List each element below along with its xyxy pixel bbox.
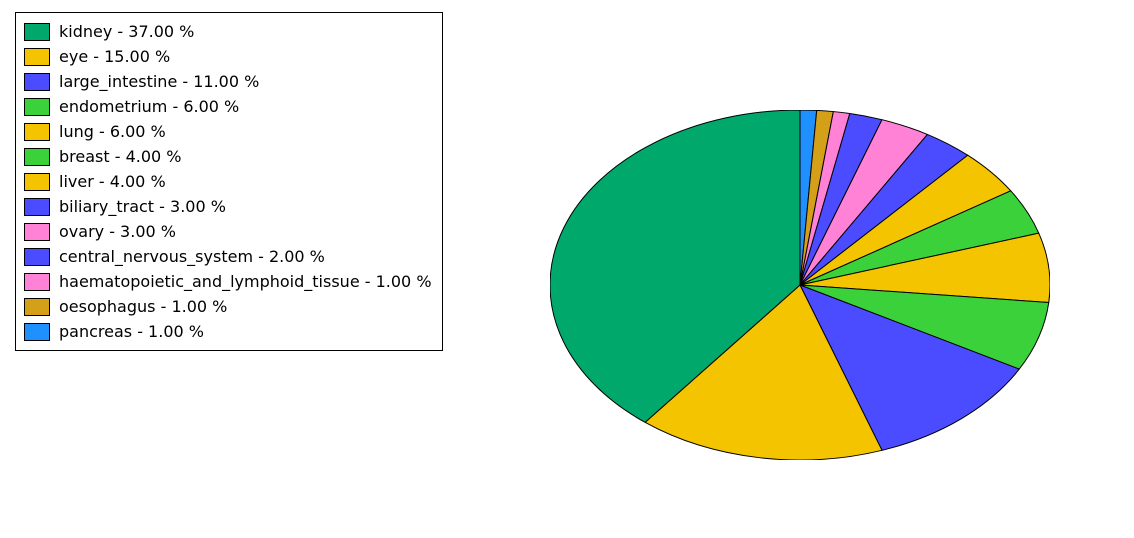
legend-label: large_intestine - 11.00 % [59, 72, 259, 91]
chart-stage: kidney - 37.00 % eye - 15.00 % large_intes… [0, 0, 1134, 538]
legend-label: haematopoietic_and_lymphoid_tissue - 1.0… [59, 272, 432, 291]
legend-label: breast - 4.00 % [59, 147, 182, 166]
legend-row: kidney - 37.00 % [24, 19, 432, 44]
legend-row: oesophagus - 1.00 % [24, 294, 432, 319]
legend-row: biliary_tract - 3.00 % [24, 194, 432, 219]
legend-row: liver - 4.00 % [24, 169, 432, 194]
pie-chart [550, 110, 1050, 460]
legend-label: ovary - 3.00 % [59, 222, 176, 241]
legend-swatch [24, 98, 50, 116]
legend-row: pancreas - 1.00 % [24, 319, 432, 344]
legend-row: haematopoietic_and_lymphoid_tissue - 1.0… [24, 269, 432, 294]
legend-label: biliary_tract - 3.00 % [59, 197, 226, 216]
legend-label: liver - 4.00 % [59, 172, 166, 191]
legend-label: kidney - 37.00 % [59, 22, 194, 41]
legend-swatch [24, 323, 50, 341]
legend-label: oesophagus - 1.00 % [59, 297, 227, 316]
legend-swatch [24, 23, 50, 41]
legend-swatch [24, 123, 50, 141]
legend-row: central_nervous_system - 2.00 % [24, 244, 432, 269]
legend-label: endometrium - 6.00 % [59, 97, 239, 116]
legend-swatch [24, 48, 50, 66]
legend-row: eye - 15.00 % [24, 44, 432, 69]
legend-box: kidney - 37.00 % eye - 15.00 % large_intes… [15, 12, 443, 351]
legend-label: central_nervous_system - 2.00 % [59, 247, 325, 266]
legend-row: large_intestine - 11.00 % [24, 69, 432, 94]
legend-row: endometrium - 6.00 % [24, 94, 432, 119]
legend-row: ovary - 3.00 % [24, 219, 432, 244]
legend-label: eye - 15.00 % [59, 47, 170, 66]
legend-swatch [24, 223, 50, 241]
legend-swatch [24, 248, 50, 266]
legend-row: lung - 6.00 % [24, 119, 432, 144]
legend-row: breast - 4.00 % [24, 144, 432, 169]
legend-swatch [24, 298, 50, 316]
pie-svg [550, 110, 1050, 460]
legend-swatch [24, 73, 50, 91]
legend-swatch [24, 173, 50, 191]
legend-swatch [24, 148, 50, 166]
legend-label: lung - 6.00 % [59, 122, 166, 141]
legend-swatch [24, 198, 50, 216]
legend-swatch [24, 273, 50, 291]
legend-label: pancreas - 1.00 % [59, 322, 204, 341]
